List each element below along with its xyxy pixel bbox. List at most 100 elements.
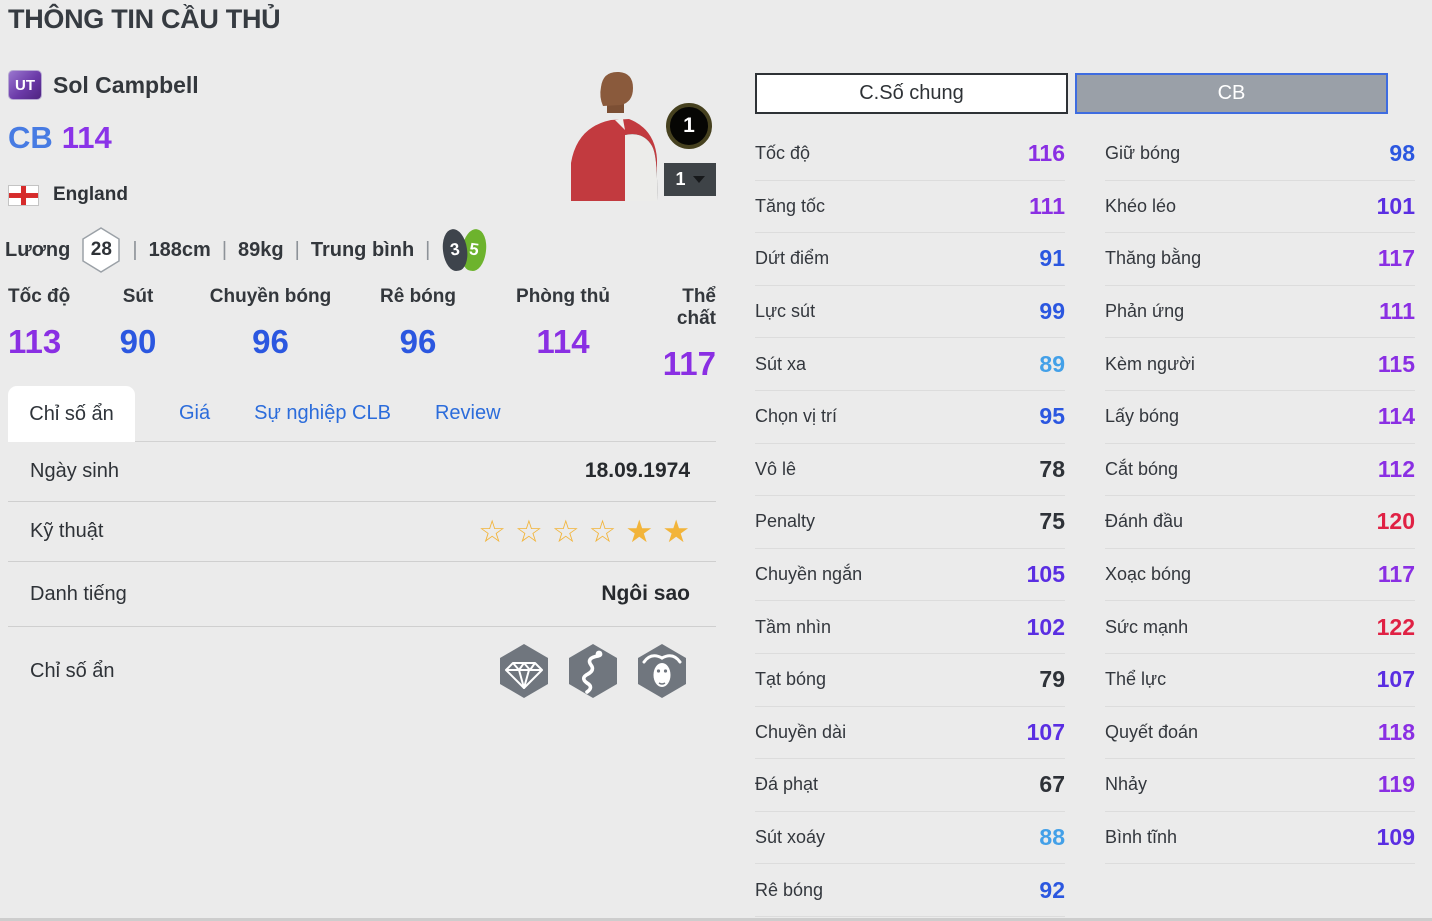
filled-star-icon: ★ — [625, 514, 654, 549]
stat-value: 120 — [1376, 508, 1415, 535]
stat-row: Sức mạnh 122 — [1105, 601, 1415, 654]
stat-label: Xoạc bóng — [1105, 564, 1192, 585]
separator: | — [425, 238, 431, 261]
stat-row: Xoạc bóng 117 — [1105, 549, 1415, 602]
stat-row: Sút xoáy 88 — [755, 812, 1065, 865]
stat-label: Tăng tốc — [755, 195, 826, 216]
stat-value: 78 — [1039, 455, 1065, 482]
stat-row: Nhảy 119 — [1105, 759, 1415, 812]
ovr-value: 114 — [61, 120, 112, 155]
hidden-info-table: Ngày sinh 18.09.1974 Kỹ thuật ☆ ☆ ☆ ☆ ★ ★ Dan… — [8, 441, 716, 715]
separator: | — [294, 238, 300, 261]
tab-price[interactable]: Giá — [179, 402, 211, 424]
player-name: Sol Campbell — [53, 71, 199, 98]
tab-club-career[interactable]: Sự nghiệp CLB — [254, 402, 391, 424]
summary-stat-label: Sút — [122, 286, 154, 307]
bottom-scrollbar[interactable] — [0, 918, 1432, 921]
general-stats-rows: Tốc độ 116 Tăng tốc 111 Dứt điểm 91 Lực sút 99 S… — [755, 128, 1065, 917]
gem-icon — [500, 644, 548, 698]
stat-value: 107 — [1376, 666, 1415, 693]
fame-row: Danh tiếng Ngôi sao — [8, 562, 716, 627]
stat-label: Sức mạnh — [1105, 616, 1189, 637]
stat-label: Thăng bằng — [1105, 248, 1202, 269]
stat-row: Chọn vị trí 95 — [755, 391, 1065, 444]
stat-row: Tạt bóng 79 — [755, 654, 1065, 707]
stat-row: Đá phạt 67 — [755, 759, 1065, 812]
stat-label: Lực sút — [755, 301, 816, 322]
stat-value: 118 — [1377, 718, 1415, 745]
stat-row: Penalty 75 — [755, 496, 1065, 549]
filled-star-icon: ★ — [662, 514, 690, 549]
foot-ratings: 3 5 — [440, 227, 490, 273]
stat-value: 95 — [1039, 403, 1065, 430]
salary-value: 28 — [90, 239, 112, 260]
stat-row: Dứt điểm 91 — [755, 233, 1065, 286]
stat-row: Bình tĩnh 109 — [1105, 812, 1415, 865]
stat-label: Chuyền dài — [755, 721, 847, 742]
skill-stars: ☆ ☆ ☆ ☆ ★ ★ — [478, 516, 690, 547]
stat-value: 111 — [1379, 298, 1415, 325]
empty-star-icon: ☆ — [515, 514, 543, 549]
position-label: CB — [8, 120, 53, 155]
ut-card-badge: UT — [8, 70, 42, 100]
height-value: 188cm — [148, 238, 211, 261]
stat-label: Quyết đoán — [1105, 721, 1199, 742]
separator: | — [132, 238, 138, 261]
position-ovr-row: CB 114 — [8, 120, 112, 156]
stat-row: Chuyền ngắn 105 — [755, 549, 1065, 602]
summary-stat-label: Tốc độ — [8, 286, 71, 307]
stat-value: 98 — [1389, 140, 1415, 167]
summary-stat: Phòng thủ 114 — [488, 286, 638, 383]
general-stats-header-button[interactable]: C.Số chung — [755, 73, 1068, 114]
summary-stat-value: 114 — [536, 323, 590, 360]
summary-stat: Rê bóng 96 — [348, 286, 488, 383]
stat-value: 114 — [1377, 403, 1415, 430]
stat-label: Tầm nhìn — [755, 616, 832, 637]
upgrade-level-badge: 1 — [666, 103, 712, 149]
stat-label: Lấy bóng — [1105, 406, 1180, 427]
page-title: THÔNG TIN CẦU THỦ — [8, 4, 281, 34]
summary-stat: Chuyền bóng 96 — [193, 286, 348, 383]
tab-hidden-stats[interactable]: Chỉ số ẩn — [8, 386, 135, 442]
stat-label: Phản ứng — [1105, 301, 1185, 322]
level-select-dropdown[interactable]: 1 — [664, 163, 716, 196]
stat-row: Đánh đầu 120 — [1105, 496, 1415, 549]
stat-label: Giữ bóng — [1105, 143, 1181, 164]
summary-stat-label: Thể chất — [676, 286, 716, 329]
tab-review[interactable]: Review — [434, 402, 501, 424]
caret-down-icon — [692, 176, 705, 183]
stat-label: Sút xa — [755, 353, 807, 374]
level-select-value: 1 — [675, 169, 686, 189]
stat-label: Chuyền ngắn — [755, 564, 863, 585]
stat-value: 119 — [1377, 771, 1415, 798]
stat-row: Rê bóng 92 — [755, 864, 1065, 917]
stat-row: Chuyền dài 107 — [755, 707, 1065, 760]
stat-row: Lực sút 99 — [755, 286, 1065, 339]
summary-stat: Thể chất 117 — [638, 286, 716, 383]
birthdate-value: 18.09.1974 — [584, 459, 690, 482]
stat-value: 122 — [1376, 613, 1415, 640]
buffalo-icon — [638, 644, 686, 698]
summary-stat-label: Phòng thủ — [516, 286, 610, 307]
stat-value: 79 — [1039, 666, 1065, 693]
stat-value: 89 — [1039, 350, 1065, 377]
stat-row: Vô lê 78 — [755, 444, 1065, 497]
salary-label: Lương — [5, 238, 71, 261]
stat-value: 102 — [1026, 613, 1065, 640]
stat-row: Thể lực 107 — [1105, 654, 1415, 707]
summary-stat-label: Chuyền bóng — [209, 286, 332, 307]
stat-label: Thể lực — [1105, 669, 1167, 690]
birthdate-row: Ngày sinh 18.09.1974 — [8, 441, 716, 502]
stat-value: 116 — [1027, 140, 1065, 167]
snake-icon — [569, 644, 617, 698]
cb-stats-rows: Giữ bóng 98 Khéo léo 101 Thăng bằng 117 Phản ứ… — [1105, 128, 1415, 865]
stat-label: Sút xoáy — [755, 827, 826, 848]
cb-stats-header-button[interactable]: CB — [1075, 73, 1388, 114]
salary-hexagon-badge: 28 — [81, 227, 121, 273]
body-type-value: Trung bình — [310, 238, 415, 261]
stat-label: Tốc độ — [755, 143, 811, 164]
stat-label: Vô lê — [755, 458, 797, 479]
fame-label: Danh tiếng — [30, 582, 127, 605]
tab-bar: Chỉ số ẩn Giá Sự nghiệp CLB Review — [8, 386, 716, 442]
